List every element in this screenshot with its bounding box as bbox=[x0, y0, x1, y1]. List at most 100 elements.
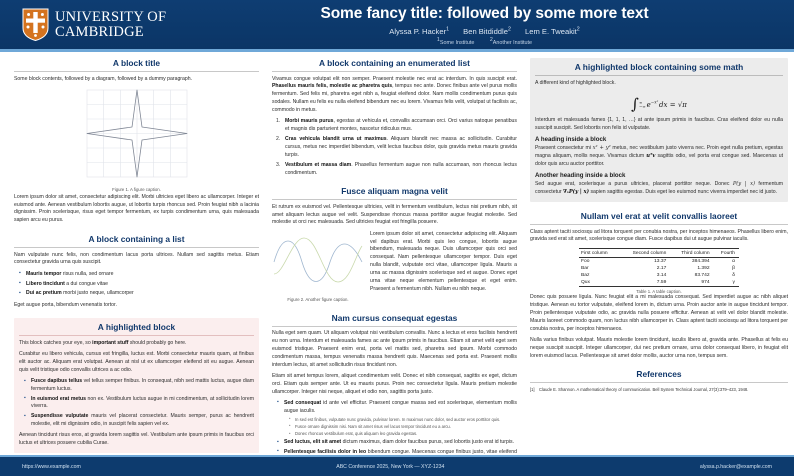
title-block: Some fancy title: followed by some more … bbox=[185, 5, 784, 46]
block-title: A block containing a list bbox=[88, 234, 185, 245]
block-paragraph-1: Nulla eget sem quam. Ut aliquam volutpat… bbox=[272, 330, 517, 368]
block-paragraph: Vivamus congue volutpat elit non semper.… bbox=[272, 75, 518, 113]
table-cell: Qux bbox=[579, 279, 621, 288]
table-cell: 2.17 bbox=[656, 266, 667, 272]
inner-paragraph-2: Sed augue erat, scelerisque a purus ultr… bbox=[535, 181, 784, 196]
block-title: A block title bbox=[112, 58, 161, 68]
figure-text-wrap: Figure 2. Another figure caption. Lorem … bbox=[272, 231, 517, 304]
divider bbox=[535, 75, 783, 76]
block-highlighted-math: A highlighted block containing some math… bbox=[530, 58, 788, 203]
table-row: Baz 3.14 83.742 δ bbox=[579, 272, 739, 279]
footer-conference-info: ABC Conference 2025, New York — XYZ-1234 bbox=[336, 463, 445, 470]
footer-email-link[interactable]: alyssa.p.hacker@example.com bbox=[699, 463, 772, 470]
list-item: Morbi mauris purus, egestas at vehicula … bbox=[276, 118, 517, 132]
list-item: Cras vehicula blandit urna ut maximus. A… bbox=[276, 136, 517, 158]
block-intro: Nam vulputate nunc felis, non condimentu… bbox=[14, 251, 259, 266]
author-1: Alyssa P. Hacker1 bbox=[389, 26, 450, 36]
table-cell: 7.59 bbox=[620, 279, 671, 288]
block-title: A highlighted block containing some math bbox=[574, 62, 744, 72]
list-item: Suspendisse vulputate mauris vel placera… bbox=[24, 413, 254, 428]
integral-limits: ∞ −∞ bbox=[638, 100, 646, 110]
author-list: Alyssa P. Hacker1 Ben Bitdiddle2 Lem E. … bbox=[185, 26, 784, 36]
table-cell: β bbox=[732, 266, 735, 272]
divider bbox=[530, 224, 788, 226]
reference-list: Claude E. Shannon. A mathematical theory… bbox=[530, 387, 788, 393]
divider bbox=[14, 247, 259, 249]
cambridge-crest-icon bbox=[22, 8, 49, 41]
numbered-list: Morbi mauris purus, egestas at vehicula … bbox=[272, 118, 517, 177]
block-outro: Aenean tincidunt risus eros, at gravida … bbox=[19, 432, 254, 446]
university-logo: UNIVERSITY OF CAMBRIDGE bbox=[22, 8, 166, 41]
differential: dx bbox=[659, 101, 668, 110]
block-title: Nam cursus consequat egestas bbox=[331, 312, 458, 323]
table-row: Qux 7.59 974 γ bbox=[579, 279, 739, 288]
sub-list-item: Donec rhoncus vestibulum erat, quis aliq… bbox=[289, 431, 517, 437]
figure-1: Figure 1. A figure caption. bbox=[14, 87, 259, 192]
block-paragraph-2: Etiam sit amet tempus lorem, aliquet con… bbox=[272, 372, 517, 395]
block-intro: Class aptent taciti sociosqu ad litora t… bbox=[530, 228, 788, 243]
author-2: Ben Bitdiddle2 bbox=[463, 26, 511, 36]
page-title: Some fancy title: followed by some more … bbox=[320, 5, 649, 22]
divider bbox=[14, 71, 259, 72]
block-paragraph-1: Donec quis posuere ligula. Nunc feugiat … bbox=[530, 294, 788, 332]
column-header: Second column bbox=[620, 248, 671, 259]
bullet-list: Fusce dapibus tellus vel tellus semper f… bbox=[19, 378, 254, 428]
table-cell: Baz bbox=[581, 273, 590, 279]
column-header: Third column bbox=[670, 248, 714, 259]
list-item: Sed consequat id ante vel efficitur. Pra… bbox=[277, 399, 517, 437]
list-item: Fusce dapibus tellus vel tellus semper f… bbox=[24, 378, 254, 393]
block-paragraph: Lorem ipsum dolor sit amet, consectetur … bbox=[14, 193, 259, 224]
inner-heading-2: Another heading inside a block bbox=[535, 172, 626, 180]
block-a-block-title: A block title Some block contents, follo… bbox=[14, 58, 259, 225]
logo-line-2: CAMBRIDGE bbox=[55, 23, 144, 40]
block-title: A highlighted block bbox=[97, 322, 176, 333]
divider bbox=[530, 382, 788, 384]
bullet-list: Sed consequat id ante vel efficitur. Pra… bbox=[272, 399, 517, 464]
table-cell: δ bbox=[732, 273, 735, 279]
block-references: References Claude E. Shannon. A mathemat… bbox=[530, 369, 788, 393]
block-a-block-containing-a-list: A block containing a list Nam vulputate … bbox=[14, 234, 259, 309]
equals-sign: = bbox=[669, 101, 676, 110]
poster-body: A block title Some block contents, follo… bbox=[0, 52, 794, 463]
table-cell: Bar bbox=[581, 266, 589, 272]
inner-paragraph-1: Praesent consectetur mi x² + y² metus, n… bbox=[535, 145, 784, 168]
bullet-list: Mauris tempor risus nulla, sed ornare Li… bbox=[14, 270, 259, 298]
block-fusce-aliquam-magna-velit: Fusce aliquam magna velit Et rutrum ex e… bbox=[272, 186, 517, 303]
block-title: Fusce aliquam magna velit bbox=[341, 186, 448, 197]
footer-website-link[interactable]: https://www.example.com bbox=[22, 463, 81, 470]
sub-list-item: Fusce ornare dignissim nisi. Nam sit ame… bbox=[289, 423, 517, 430]
table-cell: 1.392 bbox=[697, 266, 710, 272]
column-middle: A block containing an enumerated list Vi… bbox=[272, 58, 518, 463]
column-header: First column bbox=[579, 248, 621, 259]
divider bbox=[19, 335, 254, 337]
affiliation-1: 1Some Institute bbox=[436, 37, 475, 47]
university-name: UNIVERSITY OF CAMBRIDGE bbox=[55, 9, 167, 40]
logo-line-1: UNIVERSITY OF bbox=[55, 9, 167, 26]
block-title: A block containing an enumerated list bbox=[319, 58, 470, 68]
table-caption: Table 1. A table caption. bbox=[636, 289, 682, 295]
reference-item: Claude E. Shannon. A mathematical theory… bbox=[530, 386, 749, 393]
table-row: Bar 2.17 1.392 β bbox=[579, 265, 739, 272]
star-polygon-grid-diagram bbox=[86, 89, 187, 178]
sine-cosine-wave-plot bbox=[273, 237, 363, 283]
list-item: Libero tincidunt a dui congue vitae bbox=[19, 280, 259, 289]
equation-result: √π bbox=[677, 101, 687, 110]
block-intro: This block catches your eye, so importan… bbox=[19, 339, 187, 346]
divider bbox=[272, 71, 517, 72]
block-nullam-vel-erat: Nullam vel erat at velit convallis laore… bbox=[530, 211, 788, 360]
list-item: Vestibulum et massa diam. Phasellus ferm… bbox=[276, 161, 517, 176]
table-row: Foo 13.37 384.394 α bbox=[579, 258, 739, 266]
inner-heading-1: A heading inside a block bbox=[535, 136, 607, 144]
block-paragraph: Curabitur eu libero vehicula, cursus est… bbox=[19, 351, 254, 373]
list-item: Sed luctus, elit sit amet dictum maximus… bbox=[277, 439, 517, 447]
integral-sign: ∫ bbox=[631, 95, 639, 114]
block-paragraph-2: Nulla varius finibus volutpat. Mauris mo… bbox=[530, 336, 788, 359]
author-3: Lem E. Tweakit2 bbox=[525, 26, 580, 36]
data-table: First column Second column Third column … bbox=[579, 248, 739, 288]
column-left: A block title Some block contents, follo… bbox=[14, 58, 259, 455]
block-intro: Some block contents, followed by a diagr… bbox=[14, 75, 193, 82]
table-cell: 384.394 bbox=[691, 259, 710, 265]
block-a-highlighted-block: A highlighted block This block catches y… bbox=[14, 318, 259, 453]
table-cell: 83.742 bbox=[694, 273, 710, 279]
affiliation-2: 2Another Institute bbox=[489, 37, 533, 47]
